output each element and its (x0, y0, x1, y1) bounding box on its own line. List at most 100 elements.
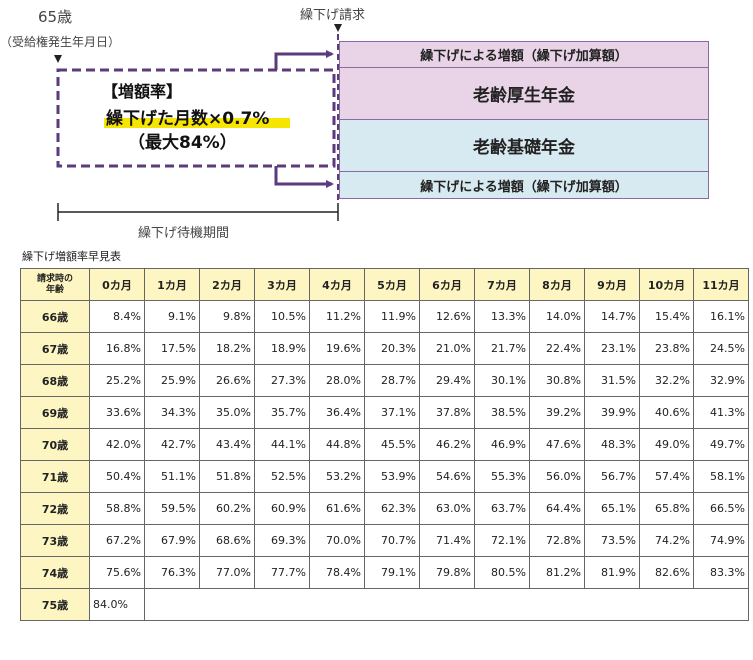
rate-cell: 77.0% (199, 556, 255, 589)
rate-heading: 【増額率】 (102, 82, 183, 101)
table-row: 72歳 58.8% 59.5% 60.2% 60.9% 61.6% 62.3% 63.0% 63… (20, 492, 749, 525)
table-row: 67歳 16.8% 17.5% 18.2% 18.9% 19.6% 20.3% 21.0% 21… (20, 332, 749, 365)
rate-cell: 21.0% (419, 332, 475, 365)
rate-cell: 67.9% (144, 524, 200, 557)
table-row: 75歳 84.0% (20, 588, 749, 621)
rate-cell: 16.1% (693, 300, 749, 333)
rate-cell: 37.8% (419, 396, 475, 429)
rate-cell: 76.3% (144, 556, 200, 589)
rate-cell: 61.6% (309, 492, 365, 525)
rate-formula: 繰下げた月数×0.7% (106, 109, 270, 129)
rate-cell: 43.4% (199, 428, 255, 461)
rate-cell: 26.6% (199, 364, 255, 397)
age-header: 67歳 (20, 332, 90, 365)
age65-marker-icon (54, 55, 62, 63)
upper-increase-box: 繰下げによる増額（繰下げ加算額） (339, 41, 709, 68)
rate-cell: 21.7% (474, 332, 530, 365)
rate-cell: 32.2% (639, 364, 694, 397)
rate-cell: 27.3% (254, 364, 310, 397)
diagram-lines (54, 24, 342, 221)
rate-cell: 55.3% (474, 460, 530, 493)
rate-cell: 77.7% (254, 556, 310, 589)
rate-cell: 49.0% (639, 428, 694, 461)
waiting-period-label: 繰下げ待機期間 (138, 226, 230, 241)
rate-cell: 15.4% (639, 300, 694, 333)
table-row: 66歳 8.4% 9.1% 9.8% 10.5% 11.2% 11.9% 12.6% 13.3%… (20, 300, 749, 333)
employee-pension-label: 老齢厚生年金 (473, 86, 575, 106)
rate-cell: 39.2% (529, 396, 585, 429)
rate-cell: 17.5% (144, 332, 200, 365)
rate-cell: 68.6% (199, 524, 255, 557)
lower-increase-label: 繰下げによる増額（繰下げ加算額） (420, 179, 628, 195)
rate-cell: 50.4% (89, 460, 145, 493)
rate-cell: 44.8% (309, 428, 365, 461)
month-header: 5カ月 (364, 268, 420, 301)
rate-cell: 84.0% (89, 588, 145, 621)
month-header: 0カ月 (89, 268, 145, 301)
rate-cell: 65.1% (584, 492, 640, 525)
rate-cell: 35.0% (199, 396, 255, 429)
rate-cell: 11.2% (309, 300, 365, 333)
rate-cell: 74.2% (639, 524, 694, 557)
rate-cell: 72.1% (474, 524, 530, 557)
month-header: 11カ月 (693, 268, 749, 301)
rate-cell: 29.4% (419, 364, 475, 397)
rate-cell: 23.8% (639, 332, 694, 365)
age-header: 71歳 (20, 460, 90, 493)
rate-cell: 58.8% (89, 492, 145, 525)
rate-cell: 42.0% (89, 428, 145, 461)
rate-cell: 19.6% (309, 332, 365, 365)
request-marker-icon (334, 24, 342, 32)
rate-cell: 54.6% (419, 460, 475, 493)
rate-cell: 47.6% (529, 428, 585, 461)
rate-cell: 30.1% (474, 364, 530, 397)
age-header: 66歳 (20, 300, 90, 333)
age-header: 70歳 (20, 428, 90, 461)
rate-cell: 28.7% (364, 364, 420, 397)
rate-cell: 23.1% (584, 332, 640, 365)
rate-cell: 20.3% (364, 332, 420, 365)
rate-cell: 42.7% (144, 428, 200, 461)
rate-cell: 25.9% (144, 364, 200, 397)
rate-cell: 73.5% (584, 524, 640, 557)
month-header: 8カ月 (529, 268, 585, 301)
rate-cell: 36.4% (309, 396, 365, 429)
rate-cell: 58.1% (693, 460, 749, 493)
rate-cell: 60.2% (199, 492, 255, 525)
rate-cell: 64.4% (529, 492, 585, 525)
rate-cell: 67.2% (89, 524, 145, 557)
basic-pension-box: 老齢基礎年金 (339, 120, 709, 172)
month-header: 6カ月 (419, 268, 475, 301)
deferral-rate-table: 請求時の 年齢 0カ月 1カ月 2カ月 3カ月 4カ月 5カ月 6カ月 7カ月 8… (20, 268, 749, 621)
rate-cell: 37.1% (364, 396, 420, 429)
rate-cell: 45.5% (364, 428, 420, 461)
rate-cell: 83.3% (693, 556, 749, 589)
month-header: 7カ月 (474, 268, 530, 301)
rate-cell: 9.1% (144, 300, 200, 333)
rate-cell: 34.3% (144, 396, 200, 429)
rate-cell: 10.5% (254, 300, 310, 333)
rate-dashed-box (56, 68, 336, 168)
age65-sub-label: （受給権発生年月日） (0, 35, 121, 49)
rate-cell: 74.9% (693, 524, 749, 557)
age65-label: 65歳 (38, 8, 73, 26)
rate-cell: 53.2% (309, 460, 365, 493)
rate-cell: 65.8% (639, 492, 694, 525)
month-header: 4カ月 (309, 268, 365, 301)
table-row: 71歳 50.4% 51.1% 51.8% 52.5% 53.2% 53.9% 54.6% 55… (20, 460, 749, 493)
rate-cell: 38.5% (474, 396, 530, 429)
rate-cell: 24.5% (693, 332, 749, 365)
table-row: 70歳 42.0% 42.7% 43.4% 44.1% 44.8% 45.5% 46.2% 46… (20, 428, 749, 461)
rate-cell: 40.6% (639, 396, 694, 429)
table-row: 68歳 25.2% 25.9% 26.6% 27.3% 28.0% 28.7% 29.4% 30… (20, 364, 749, 397)
rate-cell: 80.5% (474, 556, 530, 589)
corner-header: 請求時の 年齢 (20, 268, 90, 301)
rate-cell: 18.2% (199, 332, 255, 365)
rate-cell: 35.7% (254, 396, 310, 429)
rate-cell: 81.9% (584, 556, 640, 589)
rate-cell: 31.5% (584, 364, 640, 397)
rate-max: （最大84%） (128, 133, 237, 153)
table-header-row: 請求時の 年齢 0カ月 1カ月 2カ月 3カ月 4カ月 5カ月 6カ月 7カ月 8… (20, 268, 749, 301)
rate-cell: 78.4% (309, 556, 365, 589)
rate-cell: 56.7% (584, 460, 640, 493)
